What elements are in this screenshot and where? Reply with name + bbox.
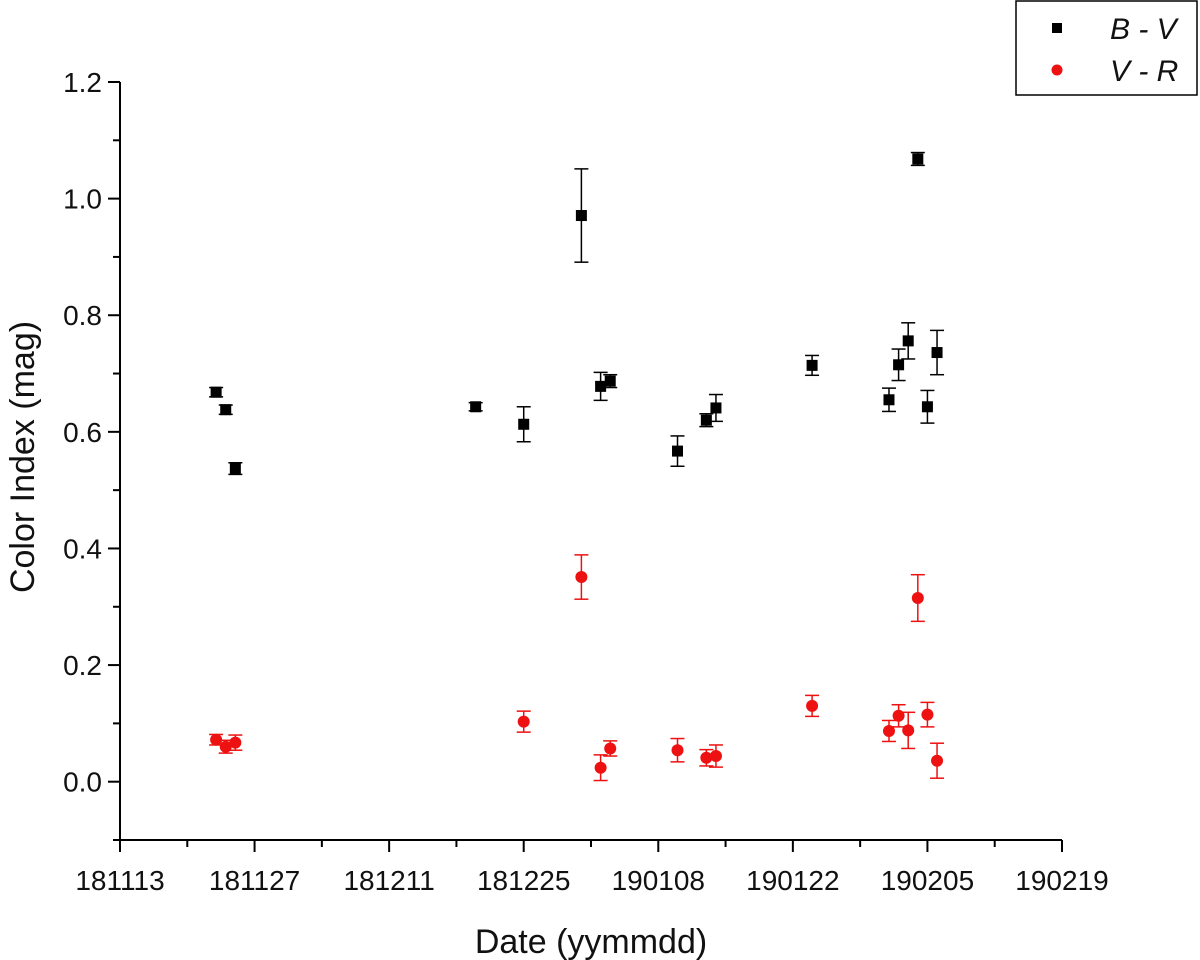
x-tick-label: 181127 <box>209 865 300 896</box>
x-tick-label: 181211 <box>343 865 434 896</box>
data-point <box>210 733 223 746</box>
data-point <box>518 418 530 430</box>
x-tick-label: 181113 <box>75 865 164 896</box>
data-point <box>220 404 232 416</box>
data-point <box>470 401 482 413</box>
data-point <box>921 401 933 413</box>
legend-label: B - V <box>1110 13 1180 46</box>
data-point <box>575 571 588 584</box>
data-point <box>921 708 934 721</box>
data-point <box>931 754 944 767</box>
y-axis-title: Color Index (mag) <box>4 321 42 593</box>
y-tick-label: 1.0 <box>63 184 102 215</box>
data-point <box>912 153 924 165</box>
data-point <box>806 359 818 371</box>
data-point <box>517 715 530 728</box>
x-tick-label: 190205 <box>881 865 974 896</box>
data-point <box>604 742 617 755</box>
data-point <box>893 359 905 371</box>
data-point <box>882 724 895 737</box>
data-point <box>575 210 587 222</box>
y-tick-label: 0.0 <box>63 767 102 798</box>
y-tick-label: 0.6 <box>63 417 102 448</box>
data-point <box>710 402 722 414</box>
data-point <box>700 751 713 764</box>
data-point <box>883 394 895 406</box>
data-point <box>911 592 924 605</box>
y-tick-label: 0.4 <box>63 533 102 564</box>
data-point <box>210 386 222 398</box>
data-point <box>931 347 943 359</box>
data-point <box>672 445 684 457</box>
series-0 <box>209 151 945 476</box>
data-point <box>902 724 915 737</box>
y-tick-label: 0.2 <box>63 650 102 681</box>
x-tick-label: 181225 <box>477 865 570 896</box>
y-tick-label: 1.2 <box>63 67 102 98</box>
data-point <box>700 414 712 426</box>
data-point <box>229 736 242 749</box>
legend: B - V V - R <box>1015 0 1198 96</box>
data-point <box>709 750 722 763</box>
x-tick-label: 190219 <box>1015 865 1108 896</box>
legend-marker <box>1051 64 1063 76</box>
data-point <box>229 463 241 475</box>
data-point <box>671 744 684 757</box>
legend-box <box>1015 0 1198 96</box>
y-tick-label: 0.8 <box>63 300 102 331</box>
legend-label: V - R <box>1110 55 1178 88</box>
data-point <box>806 699 819 712</box>
data-series <box>209 151 945 782</box>
axes: 181113 181127 181211 181225 190108 190122 1902… <box>63 67 1109 896</box>
x-tick-label: 190122 <box>746 865 839 896</box>
data-point <box>594 761 607 774</box>
series-1 <box>209 554 945 782</box>
data-point <box>604 375 616 387</box>
data-point <box>595 380 607 392</box>
legend-marker <box>1052 23 1062 33</box>
data-point <box>902 335 914 347</box>
x-tick-label: 190108 <box>612 865 705 896</box>
x-axis-title: Date (yymmdd) <box>475 923 707 960</box>
